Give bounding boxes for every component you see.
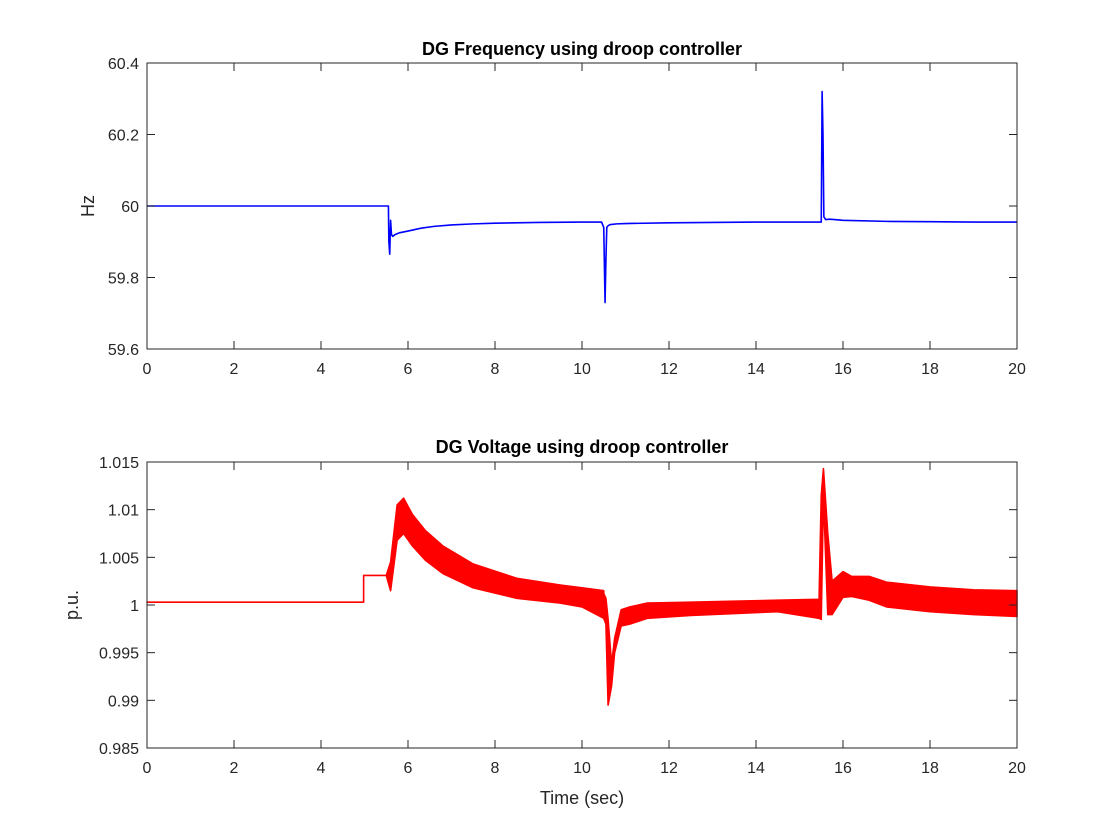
voltage-xtick-label: 20 bbox=[1008, 760, 1026, 777]
voltage-ytick-label: 1.005 bbox=[99, 550, 139, 567]
voltage-xtick-label: 14 bbox=[747, 760, 765, 777]
voltage-xtick-label: 8 bbox=[491, 760, 500, 777]
frequency-xtick-label: 12 bbox=[660, 361, 678, 378]
voltage-xtick-label: 2 bbox=[230, 760, 239, 777]
voltage-ytick-label: 0.99 bbox=[108, 693, 139, 710]
voltage-xtick-label: 4 bbox=[317, 760, 326, 777]
voltage-ticks: 0 2 4 6 8 10 12 14 16 18 20 0.985 0.99 0.995 1 1.005 1.0… bbox=[99, 455, 1026, 777]
voltage-xtick-label: 10 bbox=[573, 760, 591, 777]
frequency-xtick-label: 16 bbox=[834, 361, 852, 378]
voltage-ylabel: p.u. bbox=[62, 590, 82, 620]
frequency-ytick-label: 60.2 bbox=[108, 128, 139, 145]
frequency-xtick-label: 18 bbox=[921, 361, 939, 378]
voltage-xtick-label: 0 bbox=[143, 760, 152, 777]
frequency-plot-area bbox=[147, 90, 1017, 304]
voltage-panel: DG Voltage using droop controller 0 2 4 6 8 1… bbox=[62, 437, 1026, 808]
voltage-xtick-label: 18 bbox=[921, 760, 939, 777]
frequency-xtick-label: 10 bbox=[573, 361, 591, 378]
voltage-ytick-label: 1 bbox=[130, 598, 139, 615]
voltage-ytick-label: 1.01 bbox=[108, 503, 139, 520]
frequency-ytick-label: 59.8 bbox=[108, 271, 139, 288]
frequency-xtick-label: 0 bbox=[143, 361, 152, 378]
voltage-xlabel: Time (sec) bbox=[540, 788, 624, 808]
frequency-xtick-label: 6 bbox=[404, 361, 413, 378]
frequency-xtick-label: 2 bbox=[230, 361, 239, 378]
frequency-panel: DG Frequency using droop controller 0 2 4 6… bbox=[78, 39, 1026, 378]
frequency-xtick-label: 8 bbox=[491, 361, 500, 378]
voltage-ytick-label: 1.015 bbox=[99, 455, 139, 472]
frequency-xtick-label: 4 bbox=[317, 361, 326, 378]
voltage-ytick-label: 0.995 bbox=[99, 646, 139, 663]
voltage-ytick-label: 0.985 bbox=[99, 741, 139, 758]
frequency-title: DG Frequency using droop controller bbox=[422, 39, 742, 59]
voltage-xtick-label: 6 bbox=[404, 760, 413, 777]
frequency-ytick-label: 60 bbox=[121, 199, 139, 216]
frequency-series-line bbox=[147, 90, 1017, 304]
frequency-ylabel: Hz bbox=[78, 195, 98, 217]
frequency-ytick-label: 59.6 bbox=[108, 342, 139, 359]
frequency-ytick-label: 60.4 bbox=[108, 56, 139, 73]
voltage-xtick-label: 16 bbox=[834, 760, 852, 777]
voltage-title: DG Voltage using droop controller bbox=[436, 437, 729, 457]
frequency-xtick-label: 14 bbox=[747, 361, 765, 378]
frequency-ticks: 0 2 4 6 8 10 12 14 16 18 20 59.6 59.8 60 60.2 60.4 bbox=[108, 56, 1026, 378]
voltage-xtick-label: 12 bbox=[660, 760, 678, 777]
frequency-xtick-label: 20 bbox=[1008, 361, 1026, 378]
